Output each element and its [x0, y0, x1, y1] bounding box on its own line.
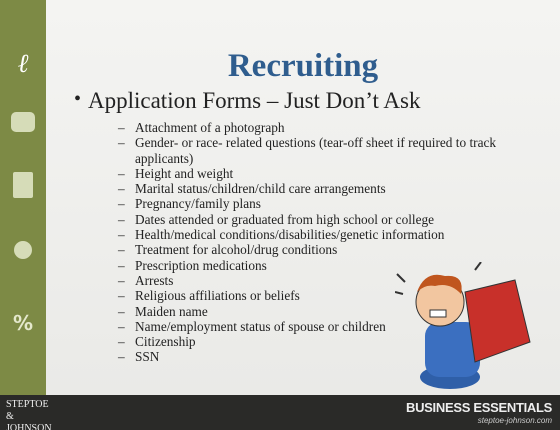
list-item: Marital status/children/child care arran… [118, 181, 518, 196]
list-item: Pregnancy/family plans [118, 196, 518, 211]
svg-text:%: % [13, 311, 33, 335]
cartoon [395, 262, 540, 392]
slide-title: Recruiting [46, 48, 560, 85]
footer-logo: STEPTOE & JOHNSON [6, 399, 48, 430]
sidebar-icons: ℓ % [0, 0, 46, 395]
footer: STEPTOE & JOHNSON BUSINESS ESSENTIALS st… [0, 395, 560, 430]
sidebar: ℓ % [0, 0, 46, 395]
footer-brand: BUSINESS ESSENTIALS [406, 400, 552, 415]
footer-url: steptoe-johnson.com [478, 416, 552, 425]
list-item: Height and weight [118, 166, 518, 181]
list-item: Attachment of a photograph [118, 120, 518, 135]
bullet-heading: Application Forms – Just Don’t Ask [88, 88, 420, 114]
list-item: Dates attended or graduated from high sc… [118, 212, 518, 227]
list-item: Gender- or race- related questions (tear… [118, 135, 518, 166]
list-item: Health/medical conditions/disabilities/g… [118, 227, 518, 242]
svg-text:ℓ: ℓ [18, 49, 29, 79]
slide: ℓ % Recruiting Application Forms – Just … [0, 0, 560, 430]
list-item: Treatment for alcohol/drug conditions [118, 242, 518, 257]
